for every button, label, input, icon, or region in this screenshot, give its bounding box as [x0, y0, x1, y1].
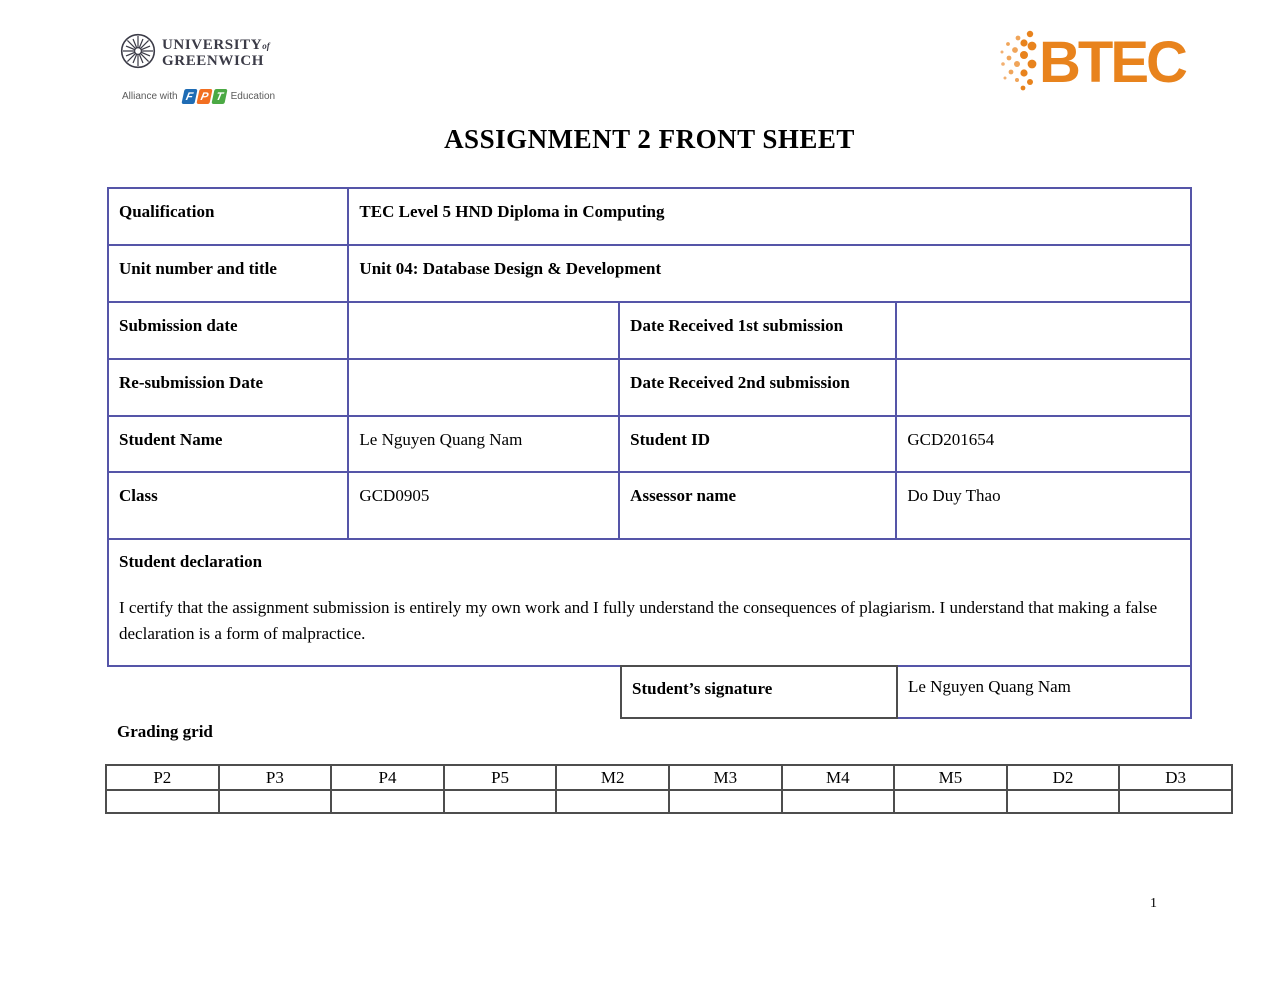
date-received-1st-value	[895, 301, 1192, 360]
btec-dots-icon	[993, 26, 1037, 99]
assessor-name-value: Do Duy Thao	[895, 471, 1192, 540]
btec-wordmark: BTEC	[1039, 29, 1188, 95]
grading-grid-header-row: P2 P3 P4 P5 M2 M3 M4 M5 D2 D3	[105, 764, 1233, 791]
assessor-name-label: Assessor name	[618, 471, 898, 540]
grading-col-m4: M4	[780, 764, 896, 791]
page-title: ASSIGNMENT 2 FRONT SHEET	[444, 124, 855, 154]
table-row-student-name: Student Name Le Nguyen Quang Nam Student…	[106, 415, 1192, 473]
grading-grid-empty-row	[105, 789, 1233, 814]
table-row-declaration: Student declaration I certify that the a…	[107, 538, 1192, 667]
grading-cell-empty	[442, 789, 558, 814]
table-row-resubmission-date: Re-submission Date Date Received 2nd sub…	[106, 358, 1192, 417]
grading-col-p2: P2	[105, 764, 220, 791]
grading-col-m3: M3	[667, 764, 783, 791]
grading-col-p3: P3	[217, 764, 333, 791]
date-received-2nd-value	[895, 358, 1192, 417]
greenwich-logo: UNIVERSITYof GREENWICH Alliance with F P…	[120, 33, 275, 104]
alliance-prefix-text: Alliance with	[122, 91, 178, 102]
grading-cell-empty	[1118, 789, 1233, 814]
student-signature-label: Student’s signature	[620, 665, 898, 719]
table-row-class: Class GCD0905 Assessor name Do Duy Thao	[106, 471, 1192, 540]
student-declaration-heading: Student declaration	[119, 552, 263, 571]
submission-date-value	[347, 301, 621, 360]
grading-cell-empty	[555, 789, 670, 814]
grading-cell-empty	[330, 789, 445, 814]
greenwich-wordmark: UNIVERSITYof GREENWICH	[162, 36, 270, 69]
date-received-2nd-label: Date Received 2nd submission	[618, 358, 898, 417]
grading-cell-empty	[893, 789, 1008, 814]
unit-value: Unit 04: Database Design & Development	[347, 244, 1192, 303]
class-value: GCD0905	[347, 471, 621, 540]
grading-col-d2: D2	[1005, 764, 1121, 791]
qualification-value: TEC Level 5 HND Diploma in Computing	[347, 187, 1192, 246]
student-declaration-cell: Student declaration I certify that the a…	[107, 538, 1192, 667]
signature-row: Student’s signature Le Nguyen Quang Nam	[620, 665, 1192, 719]
grading-col-m2: M2	[555, 764, 670, 791]
resubmission-date-value	[347, 358, 621, 417]
alliance-suffix-text: Education	[230, 91, 276, 102]
unit-label: Unit number and title	[106, 244, 350, 303]
fpt-logo: F P T	[180, 89, 228, 104]
grading-col-p4: P4	[330, 764, 445, 791]
table-row-qualification: Qualification TEC Level 5 HND Diploma in…	[106, 187, 1192, 246]
date-received-1st-label: Date Received 1st submission	[618, 301, 898, 360]
qualification-label: Qualification	[106, 187, 350, 246]
grading-cell-empty	[217, 789, 333, 814]
class-label: Class	[106, 471, 350, 540]
grading-cell-empty	[1005, 789, 1121, 814]
front-sheet-table: Qualification TEC Level 5 HND Diploma in…	[106, 187, 1192, 667]
table-row-submission-date: Submission date Date Received 1st submis…	[106, 301, 1192, 360]
resubmission-date-label: Re-submission Date	[106, 358, 350, 417]
table-row-unit: Unit number and title Unit 04: Database …	[106, 244, 1192, 303]
alliance-line: Alliance with F P T Education	[122, 89, 275, 104]
grading-cell-empty	[780, 789, 896, 814]
grading-col-d3: D3	[1118, 764, 1233, 791]
student-declaration-text: I certify that the assignment submission…	[119, 598, 1158, 644]
submission-date-label: Submission date	[106, 301, 350, 360]
grading-col-p5: P5	[442, 764, 558, 791]
grading-grid-table: P2 P3 P4 P5 M2 M3 M4 M5 D2 D3	[105, 764, 1233, 814]
student-name-value: Le Nguyen Quang Nam	[347, 415, 621, 473]
student-id-label: Student ID	[618, 415, 898, 473]
student-signature-value: Le Nguyen Quang Nam	[898, 665, 1192, 719]
grading-cell-empty	[105, 789, 220, 814]
student-id-value: GCD201654	[895, 415, 1192, 473]
student-name-label: Student Name	[106, 415, 350, 473]
greenwich-compass-icon	[120, 33, 156, 74]
grading-col-m5: M5	[893, 764, 1008, 791]
grading-cell-empty	[667, 789, 783, 814]
btec-logo: BTEC	[993, 26, 1188, 99]
page-number: 1	[1150, 896, 1157, 911]
grading-grid-heading: Grading grid	[117, 722, 213, 741]
